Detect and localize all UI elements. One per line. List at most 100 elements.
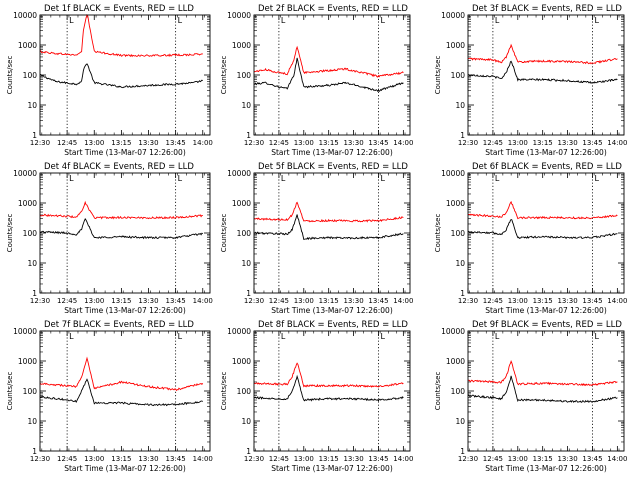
panel-2: Det 2f BLACK = Events, RED = LLD 1 10 100 10… — [220, 4, 413, 157]
y-tick-label: 100 — [451, 229, 466, 238]
y-tick-label: 100 — [23, 387, 38, 396]
marker-label: L — [281, 332, 286, 341]
y-tick-label: 10 — [241, 101, 251, 110]
y-axis-label: Counts/sec — [6, 372, 14, 411]
x-tick-label: 14:00 — [607, 297, 627, 305]
panel-title: Det 6f BLACK = Events, RED = LLD — [472, 162, 622, 172]
x-tick-label: 12:45 — [269, 297, 289, 305]
x-tick-label: 13:30 — [557, 297, 577, 305]
x-axis-label: Start Time (13-Mar-07 12:26:00) — [485, 306, 607, 315]
y-tick-label: 1 — [460, 131, 465, 140]
panel-title: Det 8f BLACK = Events, RED = LLD — [258, 320, 408, 330]
x-tick-label: 13:00 — [84, 455, 104, 463]
y-axis-label: Counts/sec — [434, 214, 442, 253]
x-tick-label: 13:30 — [343, 139, 363, 147]
panel-5: Det 5f BLACK = Events, RED = LLD 1 10 100 10… — [220, 162, 413, 315]
x-tick-label: 14:00 — [193, 455, 213, 463]
x-tick-label: 13:30 — [557, 455, 577, 463]
series-events-line — [467, 218, 618, 240]
y-tick-label: 1000 — [18, 357, 37, 366]
panel-1: Det 1f BLACK = Events, RED = LLD 1 10 100 10… — [6, 4, 213, 157]
series-lld-line — [253, 201, 404, 223]
panel-9: Det 9f BLACK = Events, RED = LLD 1 10 100 10… — [434, 320, 627, 473]
x-tick-label: 13:30 — [557, 139, 577, 147]
x-axis-label: Start Time (13-Mar-07 12:26:00) — [271, 306, 393, 315]
y-tick-label: 10 — [455, 417, 465, 426]
x-tick-label: 12:30 — [458, 297, 478, 305]
x-tick-label: 13:30 — [138, 297, 158, 305]
plot-frame — [253, 172, 411, 294]
marker-label: L — [69, 16, 74, 25]
panel-title: Det 2f BLACK = Events, RED = LLD — [258, 4, 408, 14]
x-tick-label: 14:00 — [393, 455, 413, 463]
plot-frame — [39, 330, 211, 452]
series-lld-line — [253, 362, 404, 388]
x-tick-label: 12:45 — [483, 297, 503, 305]
y-tick-label: 10 — [455, 259, 465, 268]
plot-frame — [253, 330, 411, 452]
y-tick-label: 100 — [237, 229, 252, 238]
y-tick-label: 10000 — [441, 11, 465, 20]
x-tick-label: 13:15 — [111, 455, 131, 463]
y-tick-label: 1 — [246, 289, 251, 298]
x-tick-label: 13:15 — [533, 297, 553, 305]
y-axis-label: Counts/sec — [6, 56, 14, 95]
y-tick-label: 100 — [237, 387, 252, 396]
x-tick-label: 13:45 — [368, 297, 388, 305]
y-tick-label: 1000 — [232, 199, 251, 208]
y-tick-label: 10000 — [227, 169, 251, 178]
marker-label: L — [380, 16, 385, 25]
y-axis-label: Counts/sec — [434, 56, 442, 95]
x-tick-label: 13:00 — [294, 139, 314, 147]
y-tick-label: 10 — [27, 259, 37, 268]
x-tick-label: 13:15 — [319, 297, 339, 305]
x-tick-label: 13:15 — [111, 139, 131, 147]
marker-label: L — [69, 332, 74, 341]
x-tick-label: 13:45 — [368, 139, 388, 147]
y-tick-label: 1 — [460, 289, 465, 298]
x-axis-label: Start Time (13-Mar-07 12:26:00) — [64, 148, 186, 157]
x-tick-label: 12:45 — [57, 297, 77, 305]
y-tick-label: 1 — [32, 447, 37, 456]
y-tick-label: 10 — [241, 259, 251, 268]
marker-label: L — [69, 174, 74, 183]
y-tick-label: 1 — [460, 447, 465, 456]
plot-frame — [39, 172, 211, 294]
x-tick-label: 12:45 — [483, 139, 503, 147]
marker-label: L — [178, 332, 183, 341]
x-tick-label: 13:30 — [343, 455, 363, 463]
series-events-line — [39, 218, 204, 240]
panel-8: Det 8f BLACK = Events, RED = LLD 1 10 100 10… — [220, 320, 413, 473]
x-tick-label: 12:30 — [30, 139, 50, 147]
y-tick-label: 1000 — [232, 41, 251, 50]
y-tick-label: 10000 — [227, 327, 251, 336]
series-lld-line — [39, 200, 203, 220]
x-tick-label: 12:30 — [244, 455, 264, 463]
x-tick-label: 13:45 — [582, 455, 602, 463]
series-events-line — [468, 60, 618, 85]
x-tick-label: 13:15 — [319, 139, 339, 147]
panel-title: Det 5f BLACK = Events, RED = LLD — [258, 162, 408, 172]
panel-6: Det 6f BLACK = Events, RED = LLD 1 10 100 10… — [434, 162, 627, 315]
y-tick-label: 1 — [32, 289, 37, 298]
plot-frame — [253, 14, 411, 136]
marker-label: L — [178, 16, 183, 25]
x-tick-label: 13:45 — [166, 297, 186, 305]
x-tick-label: 13:45 — [582, 139, 602, 147]
marker-label: L — [281, 16, 286, 25]
x-tick-label: 13:45 — [166, 139, 186, 147]
y-tick-label: 1000 — [446, 357, 465, 366]
y-tick-label: 100 — [237, 71, 252, 80]
x-tick-label: 13:00 — [84, 297, 104, 305]
x-tick-label: 12:30 — [458, 455, 478, 463]
panel-7: Det 7f BLACK = Events, RED = LLD 1 10 100 10… — [6, 320, 213, 473]
x-tick-label: 12:30 — [30, 455, 50, 463]
series-lld-line — [468, 43, 618, 65]
y-tick-label: 1000 — [18, 199, 37, 208]
y-tick-label: 10 — [27, 101, 37, 110]
y-tick-label: 1 — [32, 131, 37, 140]
series-events-line — [39, 378, 203, 407]
marker-label: L — [495, 332, 500, 341]
